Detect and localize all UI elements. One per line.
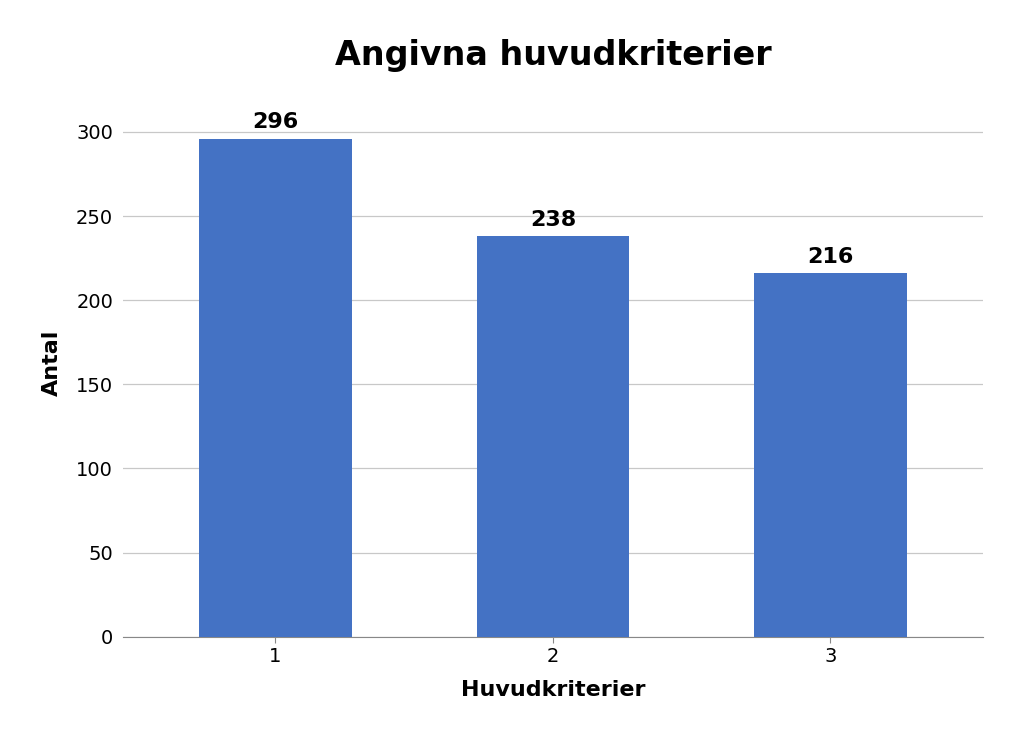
Bar <box>200 139 352 637</box>
Y-axis label: Antal: Antal <box>42 330 62 396</box>
X-axis label: Huvudkriterier: Huvudkriterier <box>461 680 645 700</box>
Title: Angivna huvudkriterier: Angivna huvudkriterier <box>335 39 771 72</box>
Bar <box>476 236 630 637</box>
Bar <box>754 273 906 637</box>
Text: 296: 296 <box>252 112 299 132</box>
Text: 216: 216 <box>807 246 854 267</box>
Text: 238: 238 <box>529 210 577 229</box>
